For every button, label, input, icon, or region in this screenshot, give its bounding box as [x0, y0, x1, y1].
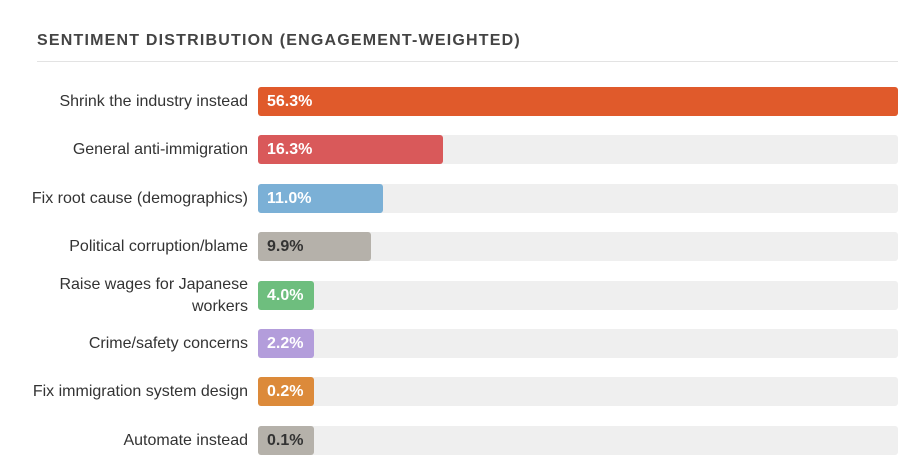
- bar-value-label: 4.0%: [267, 286, 304, 304]
- bar-track: 56.3%: [258, 87, 898, 116]
- bar-value-label: 0.1%: [267, 431, 304, 449]
- bar-row: General anti-immigration 16.3%: [0, 135, 917, 164]
- bar-category-label: Shrink the industry instead: [59, 92, 248, 110]
- bar: 11.0%: [258, 184, 384, 213]
- bar-track: 16.3%: [258, 135, 898, 164]
- bar: 56.3%: [258, 87, 898, 116]
- bar-row: Fix immigration system design 0.2%: [0, 377, 917, 406]
- bar-row: Raise wages for Japanese workers 4.0%: [0, 276, 917, 315]
- bar-category-label: Fix root cause (demographics): [31, 189, 248, 207]
- bar-category-label: Political corruption/blame: [69, 237, 248, 255]
- bar-row: Shrink the industry instead 56.3%: [0, 87, 917, 116]
- bar-category-label: General anti-immigration: [72, 140, 248, 158]
- bar: 0.1%: [258, 426, 314, 455]
- bar: 9.9%: [258, 232, 371, 261]
- bar-track: 4.0%: [258, 281, 898, 310]
- bar-value-label: 16.3%: [267, 140, 313, 158]
- bar-value-label: 0.2%: [267, 382, 304, 400]
- bar-track: 0.1%: [258, 426, 898, 455]
- bar-row: Crime/safety concerns 2.2%: [0, 329, 917, 358]
- bar: 0.2%: [258, 377, 314, 406]
- bar-category-label: Crime/safety concerns: [88, 334, 248, 352]
- bar: 2.2%: [258, 329, 314, 358]
- bar: 4.0%: [258, 281, 314, 310]
- bar-track: 0.2%: [258, 377, 898, 406]
- title-divider: [37, 61, 898, 62]
- bar-category-label: Automate instead: [123, 431, 248, 449]
- bar-row: Fix root cause (demographics) 11.0%: [0, 184, 917, 213]
- chart-title: SENTIMENT DISTRIBUTION (ENGAGEMENT-WEIGH…: [37, 32, 521, 49]
- bar-track: 9.9%: [258, 232, 898, 261]
- bar-track: 11.0%: [258, 184, 898, 213]
- bar-row: Automate instead 0.1%: [0, 426, 917, 455]
- bar-track: 2.2%: [258, 329, 898, 358]
- bar-value-label: 56.3%: [267, 92, 313, 110]
- bar-category-label: Raise wages for Japanese workers: [59, 275, 248, 315]
- bar-value-label: 9.9%: [267, 237, 304, 255]
- bar-row: Political corruption/blame 9.9%: [0, 232, 917, 261]
- bar-value-label: 11.0%: [267, 189, 312, 207]
- bar-value-label: 2.2%: [267, 334, 304, 352]
- bar-category-label: Fix immigration system design: [32, 382, 248, 400]
- bar: 16.3%: [258, 135, 444, 164]
